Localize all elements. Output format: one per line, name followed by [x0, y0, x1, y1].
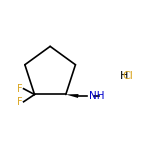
- Text: Cl: Cl: [123, 71, 133, 81]
- Text: NH: NH: [89, 91, 105, 101]
- Text: H: H: [120, 71, 128, 81]
- Text: F: F: [17, 84, 23, 94]
- Polygon shape: [66, 94, 78, 98]
- Text: F: F: [17, 97, 23, 107]
